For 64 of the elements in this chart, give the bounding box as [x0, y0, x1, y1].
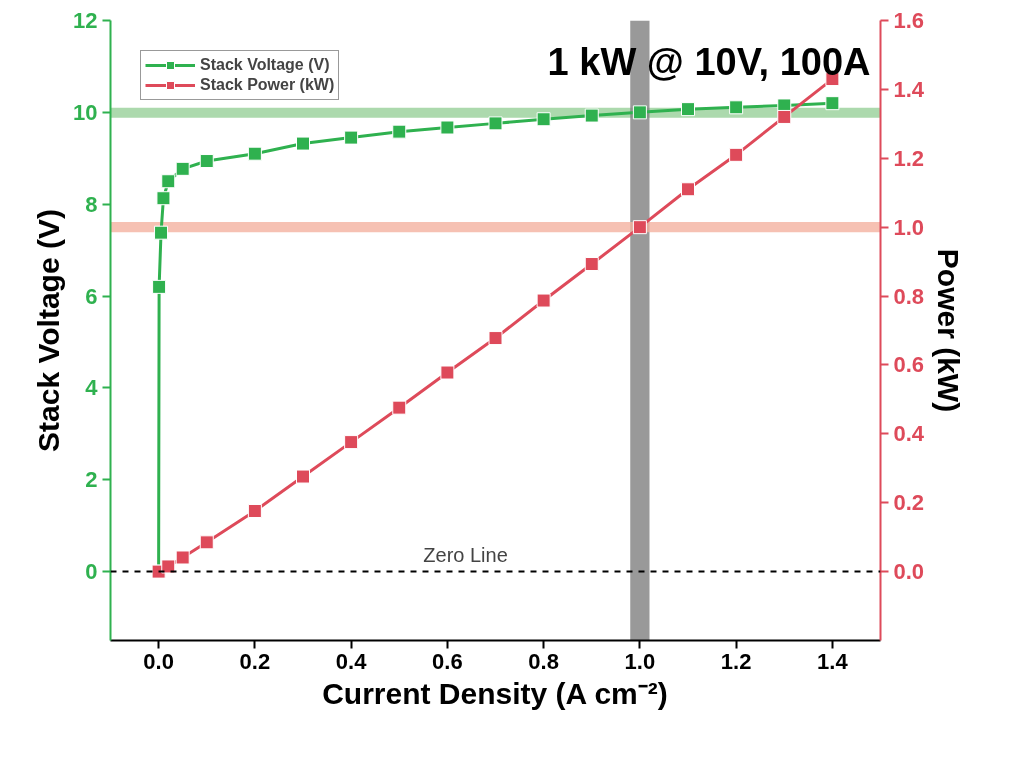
point: [825, 96, 840, 111]
point: [440, 365, 455, 380]
point: [777, 109, 792, 124]
point: [161, 559, 176, 574]
y2-tick-label: 1.4: [893, 76, 925, 102]
point: [175, 550, 190, 565]
point: [536, 112, 551, 127]
y-tick-label: 2: [85, 467, 98, 493]
x-axis-title: Current Density (A cm⁻²): [322, 676, 668, 710]
x-tick-label: 0.4: [335, 648, 368, 674]
y-tick-label: 8: [85, 191, 98, 217]
y-axis-title: Stack Voltage (V): [32, 209, 66, 452]
annotation: 1 kW @ 10V, 100A: [547, 40, 871, 83]
point: [488, 116, 503, 131]
point: [175, 161, 190, 176]
point: [729, 147, 744, 162]
point: [584, 257, 599, 272]
point: [154, 225, 169, 240]
y2-tick-label: 1.0: [893, 214, 925, 240]
point: [199, 535, 214, 550]
point: [296, 469, 310, 484]
y2-tick-label: 0.2: [893, 490, 925, 516]
point: [247, 503, 262, 518]
point: [584, 108, 599, 123]
point: [152, 279, 167, 294]
point: [488, 331, 503, 346]
y2-tick-label: 0.6: [893, 352, 925, 378]
point: [199, 154, 214, 169]
point: [247, 146, 262, 161]
point: [392, 400, 407, 415]
point: [344, 435, 359, 450]
point: [392, 124, 407, 139]
y2-tick-label: 1.2: [893, 145, 925, 171]
y2-axis-title: Power (kW): [932, 248, 966, 413]
x-tick-label: 1.0: [624, 648, 656, 674]
point: [632, 220, 647, 235]
legend-label: Stack Voltage (V): [200, 56, 330, 74]
y2-tick-label: 0.8: [893, 283, 925, 309]
x-tick-label: 1.4: [817, 648, 849, 674]
ref-line-label: Zero Line: [423, 543, 508, 566]
y-tick-label: 10: [73, 99, 98, 125]
point: [681, 182, 695, 197]
x-tick-label: 0.0: [143, 648, 174, 674]
point: [344, 130, 359, 145]
x-tick-label: 0.2: [239, 648, 271, 674]
y2-tick-label: 1.6: [893, 8, 925, 33]
point: [156, 191, 171, 206]
y-tick-label: 12: [73, 8, 98, 33]
y2-tick-label: 0.4: [893, 421, 925, 447]
y2-tick-label: 0.0: [893, 559, 925, 585]
y-tick-label: 4: [85, 375, 99, 401]
point: [729, 100, 744, 115]
legend-label: Stack Power (kW): [200, 76, 335, 94]
point: [632, 105, 647, 120]
y-tick-label: 6: [85, 283, 98, 309]
point: [440, 120, 455, 135]
x-tick-label: 0.8: [528, 648, 559, 674]
point: [296, 136, 310, 151]
y-tick-label: 0: [85, 559, 98, 585]
x-tick-label: 0.6: [432, 648, 463, 674]
point: [536, 293, 551, 308]
point: [161, 174, 176, 189]
point: [681, 102, 695, 117]
x-tick-label: 1.2: [720, 648, 752, 674]
